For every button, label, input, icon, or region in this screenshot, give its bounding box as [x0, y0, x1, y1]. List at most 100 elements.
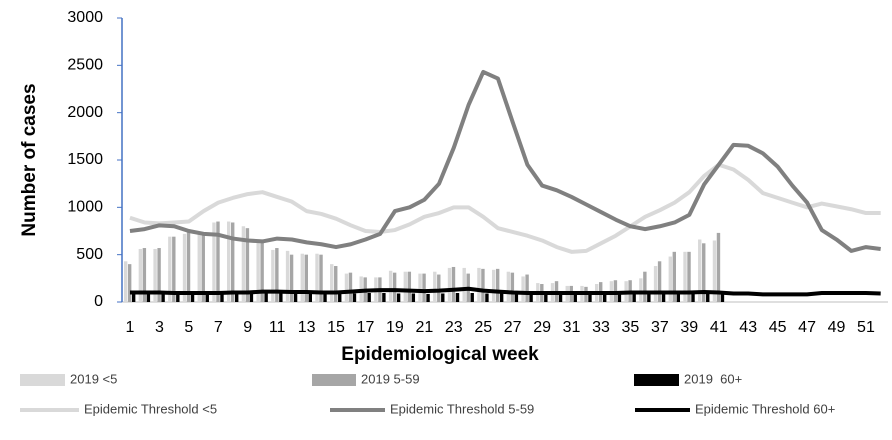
- bar: [138, 248, 143, 302]
- bar: [275, 248, 279, 302]
- legend-swatch: [312, 374, 356, 386]
- y-tick-label: 0: [94, 293, 103, 310]
- bar: [643, 271, 647, 302]
- bar: [653, 266, 658, 302]
- threshold-line: [129, 286, 881, 297]
- bar: [661, 293, 666, 302]
- bar: [544, 294, 548, 302]
- x-tick-label: 39: [680, 319, 698, 336]
- x-tick-label: 13: [298, 319, 316, 336]
- bar: [186, 230, 191, 302]
- bar: [702, 243, 706, 302]
- x-tick-label: 37: [651, 319, 669, 336]
- x-tick-label: 51: [857, 319, 875, 336]
- legend-label: 2019 60+: [684, 371, 742, 386]
- bar: [245, 228, 250, 302]
- bar: [220, 293, 224, 302]
- bar: [407, 271, 412, 302]
- x-tick-label: 3: [155, 319, 164, 336]
- bar: [683, 251, 687, 302]
- bar: [632, 293, 636, 302]
- bar: [455, 293, 460, 302]
- bar: [506, 271, 511, 302]
- x-tick-label: 11: [269, 319, 286, 336]
- bar: [514, 293, 519, 302]
- bar: [153, 248, 157, 302]
- bar: [176, 293, 180, 302]
- x-tick-label: 41: [710, 319, 728, 336]
- bar: [433, 271, 437, 302]
- bar: [348, 272, 353, 302]
- bar: [319, 254, 323, 302]
- bar: [706, 293, 710, 302]
- bar: [382, 293, 386, 302]
- bar: [172, 236, 176, 302]
- bar: [330, 264, 334, 302]
- bar: [499, 293, 504, 302]
- legend-label: Epidemic Threshold 5-59: [390, 401, 534, 416]
- bar: [289, 254, 294, 302]
- x-tick-label: 29: [533, 319, 551, 336]
- bar: [477, 267, 481, 302]
- bar: [676, 293, 680, 302]
- bar: [300, 253, 304, 302]
- bar: [716, 232, 721, 302]
- bar: [256, 241, 260, 302]
- bar: [451, 266, 456, 302]
- bar: [418, 273, 422, 302]
- bar: [441, 293, 445, 302]
- bar: [392, 272, 397, 302]
- bar: [304, 254, 308, 302]
- x-tick-label: 19: [386, 319, 404, 336]
- legend-label: 2019 <5: [70, 371, 117, 386]
- bar: [227, 221, 231, 302]
- y-tick-label: 2000: [67, 104, 103, 121]
- bar: [672, 251, 676, 302]
- bar: [241, 226, 246, 302]
- bar: [308, 293, 312, 302]
- bar: [529, 293, 533, 302]
- bar: [344, 273, 349, 302]
- y-tick-label: 3000: [67, 9, 103, 26]
- x-tick-label: 49: [828, 319, 846, 336]
- x-tick-label: 5: [184, 319, 193, 336]
- bar: [647, 293, 651, 302]
- bar: [403, 271, 408, 302]
- bar: [264, 293, 268, 302]
- bar: [231, 222, 235, 302]
- bar: [323, 293, 327, 302]
- x-tick-label: 31: [563, 319, 581, 336]
- bar: [388, 270, 393, 302]
- legend-swatch: [20, 374, 65, 386]
- bar: [216, 221, 220, 302]
- x-tick-label: 23: [445, 319, 463, 336]
- x-tick-label: 15: [327, 319, 345, 336]
- bar: [190, 293, 195, 302]
- bar: [639, 278, 643, 302]
- x-tick-label: 43: [739, 319, 757, 336]
- x-tick-label: 1: [126, 319, 135, 336]
- bar: [285, 250, 290, 302]
- bar: [491, 269, 496, 302]
- bar: [485, 293, 489, 302]
- bar: [411, 293, 416, 302]
- bar: [617, 293, 622, 302]
- bar: [334, 266, 338, 302]
- bar: [712, 240, 717, 302]
- bar: [161, 293, 165, 302]
- bar: [525, 274, 529, 302]
- bar: [447, 267, 452, 302]
- x-tick-label: 27: [504, 319, 522, 336]
- bar: [205, 293, 209, 302]
- bar: [481, 268, 485, 302]
- bar: [437, 274, 441, 302]
- bar: [260, 241, 264, 302]
- legend-label: Epidemic Threshold 60+: [695, 401, 835, 416]
- y-tick-label: 1500: [67, 151, 103, 168]
- bar: [182, 233, 187, 302]
- legend-label: Epidemic Threshold <5: [84, 401, 217, 416]
- bar: [142, 248, 147, 302]
- bar: [235, 293, 239, 302]
- bar: [573, 293, 577, 302]
